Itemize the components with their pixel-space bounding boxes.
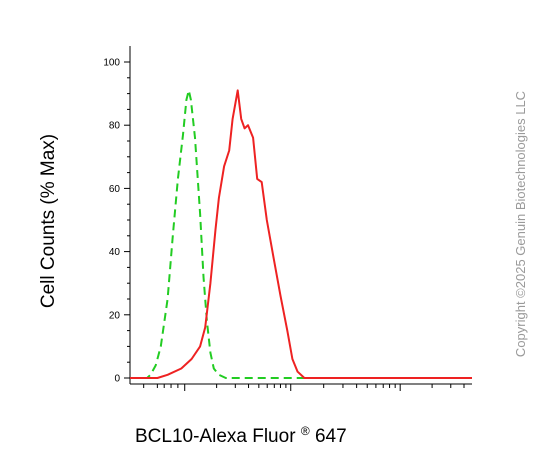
x-axis-title-suffix: 647 (315, 426, 347, 447)
y-tick-label: 60 (109, 184, 121, 195)
y-tick-label: 20 (109, 310, 121, 321)
y-tick-label: 0 (114, 374, 120, 385)
x-axis (130, 383, 472, 391)
y-tick-label: 80 (109, 121, 121, 132)
x-axis-title: BCL10-Alexa Fluor ® 647 (135, 419, 347, 447)
series-layer (130, 89, 472, 379)
copyright-watermark: Copyright ©2025 Genuin Biotechnologies L… (513, 91, 528, 357)
y-axis-title: Cell Counts (% Max) (38, 134, 59, 308)
y-axis: 0 20 40 60 80 100 (103, 46, 131, 385)
series-line-control (130, 89, 472, 379)
x-axis-title-registered: ® (301, 424, 310, 438)
x-axis-title-main: BCL10-Alexa Fluor (135, 426, 296, 447)
y-tick-label: 100 (103, 58, 120, 69)
y-tick-label: 40 (109, 247, 121, 258)
series-line-sample (130, 89, 472, 379)
